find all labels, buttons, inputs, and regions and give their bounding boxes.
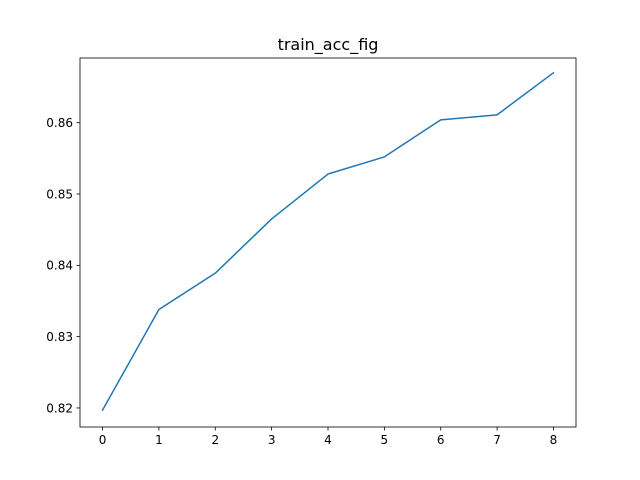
y-tick-label: 0.84 [46, 259, 73, 273]
plot-area: 0 1 2 3 4 5 6 7 8 0.82 0.83 0.84 0.85 0.86 [46, 57, 577, 447]
x-tick-label: 8 [550, 433, 558, 447]
x-tick-label: 1 [155, 433, 163, 447]
series-line-0 [101, 71, 555, 412]
x-tick-label: 7 [493, 433, 501, 447]
y-tick-label: 0.86 [46, 116, 73, 130]
x-tick-label: 5 [381, 433, 389, 447]
x-tick-label: 0 [99, 433, 107, 447]
x-tick-label: 2 [211, 433, 219, 447]
y-tick-label: 0.83 [46, 330, 73, 344]
x-tick-label: 6 [437, 433, 445, 447]
x-tick-label: 4 [324, 433, 332, 447]
y-tick-label: 0.85 [46, 187, 73, 201]
axes-frame [79, 57, 577, 428]
y-tick-label: 0.82 [46, 401, 73, 415]
x-tick-label: 3 [268, 433, 276, 447]
chart-title: train_acc_fig [278, 35, 379, 55]
